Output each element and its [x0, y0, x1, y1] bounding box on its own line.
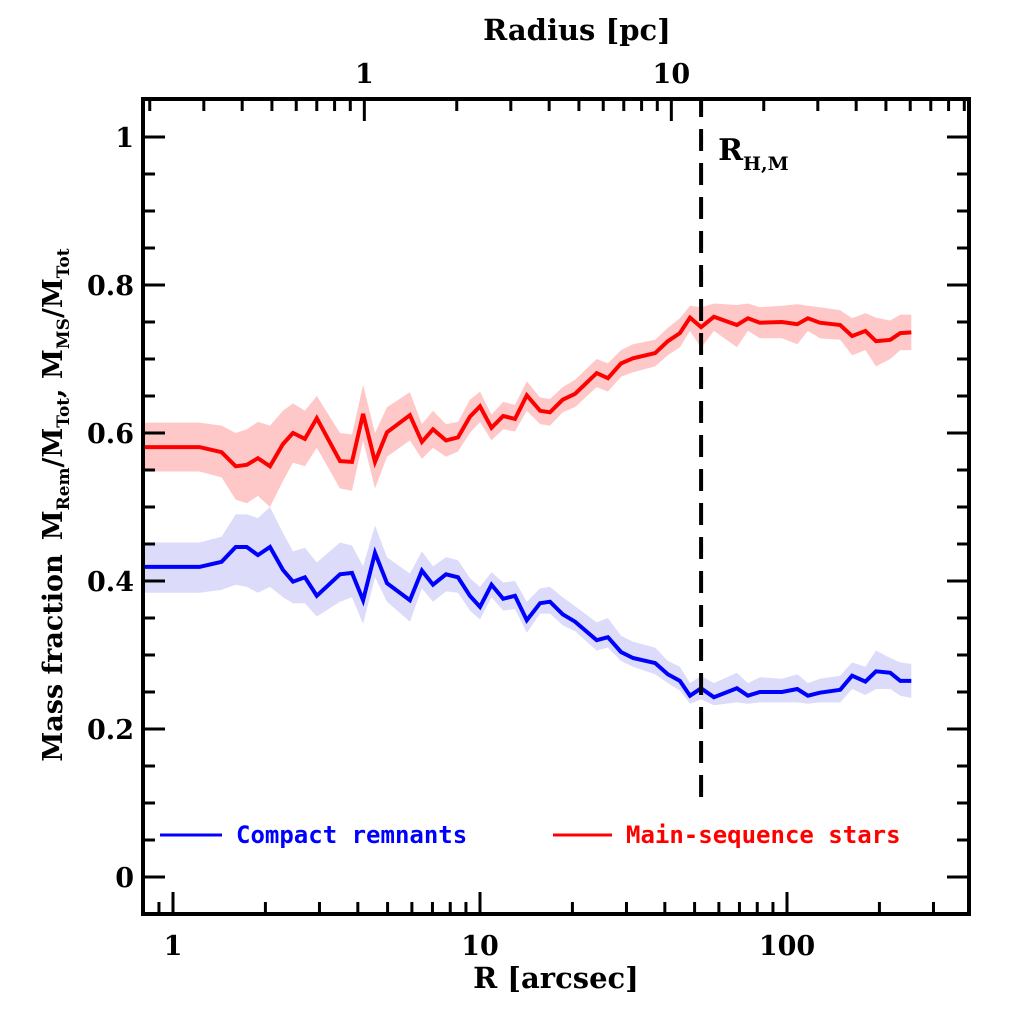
- x2-tick-label: 1: [355, 59, 374, 90]
- y-title-part: /M: [38, 428, 69, 468]
- x2-tick-label: 10: [653, 59, 691, 90]
- y-title-sub: Tot: [54, 248, 74, 278]
- rhm-main: R: [718, 133, 744, 168]
- y-title-part: , M: [38, 349, 69, 398]
- y-tick-label: 0.6: [87, 419, 134, 450]
- y-tick-label: 0: [115, 863, 134, 894]
- plot-frame: [141, 97, 971, 916]
- y-title-sub: MS: [54, 318, 74, 349]
- top-axis-title: Radius [pc]: [483, 13, 671, 47]
- half-mass-radius-label: RH,M: [718, 133, 789, 175]
- y-title-sub: Rem: [54, 467, 74, 510]
- x-tick-label: 10: [461, 931, 499, 962]
- band-main-sequence-stars: [144, 303, 912, 507]
- legend-label-main-sequence: Main-sequence stars: [626, 821, 901, 849]
- y-title-part: /M: [38, 278, 69, 318]
- x-axis-title: R [arcsec]: [473, 961, 639, 995]
- y-axis-title: Mass fractionMRem/MTot, MMS/MTot: [38, 248, 74, 761]
- y-title-part: Mass fraction: [38, 554, 69, 762]
- y-tick-label: 1: [115, 123, 134, 154]
- axis-ticks: [141, 99, 969, 914]
- y-tick-label: 0.8: [87, 271, 134, 302]
- legend-label-compact-remnants: Compact remnants: [236, 821, 467, 849]
- y-tick-label: 0.2: [87, 715, 134, 746]
- band-compact-remnants: [144, 507, 912, 706]
- legend: Compact remnants Main-sequence stars: [160, 821, 901, 849]
- rhm-sub: H,M: [743, 153, 789, 175]
- y-title-part: M: [38, 510, 69, 540]
- error-bands: [144, 303, 912, 706]
- y-tick-label: 0.4: [87, 567, 134, 598]
- x-tick-label: 100: [759, 931, 815, 962]
- x-tick-label: 1: [164, 931, 183, 962]
- y-title-sub: Tot: [54, 398, 74, 428]
- series-lines: [144, 314, 912, 700]
